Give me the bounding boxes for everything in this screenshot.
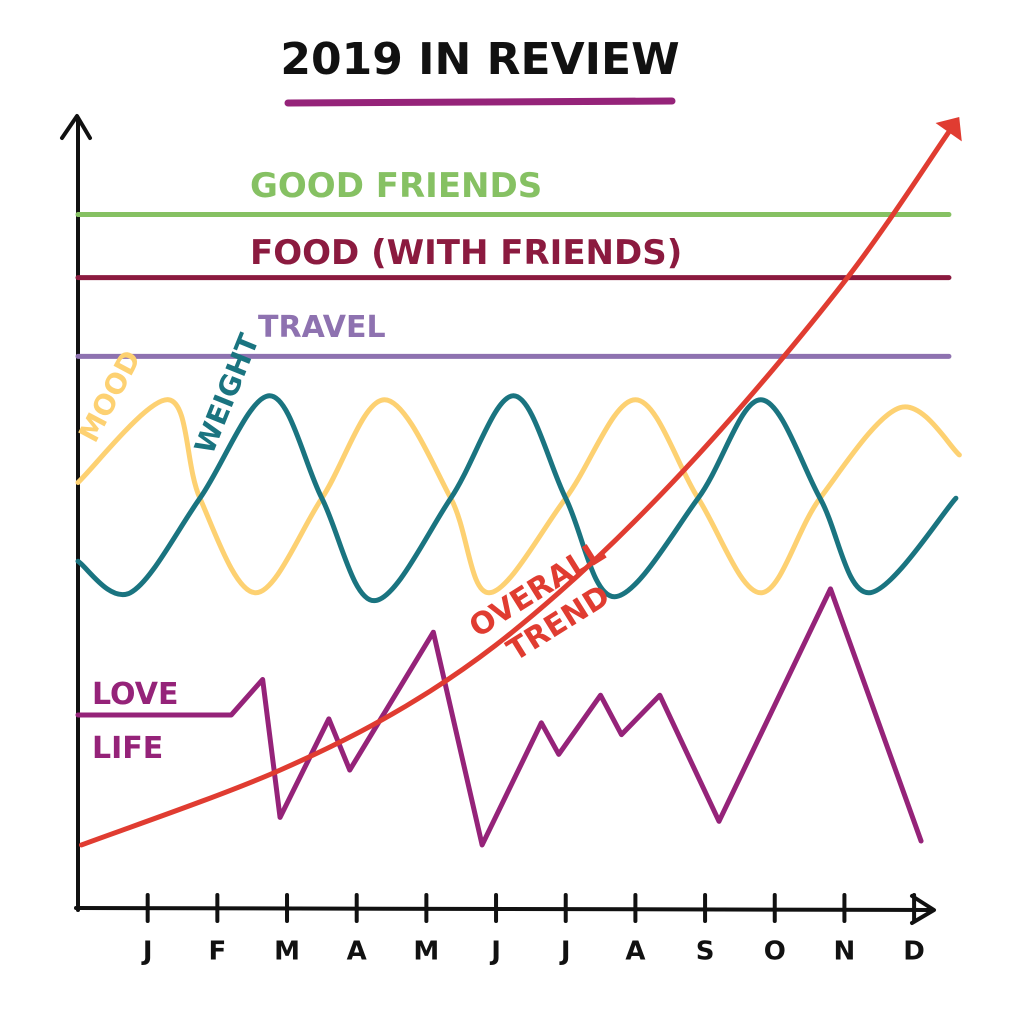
x-tick-label: D <box>903 937 925 967</box>
x-tick-label: J <box>141 937 153 967</box>
x-tick-label: S <box>696 937 715 967</box>
series-line <box>78 129 952 848</box>
x-tick-label: A <box>347 937 367 967</box>
chart-title: 2019 IN REVIEW <box>280 34 679 85</box>
series-line <box>75 586 924 848</box>
x-axis-arrow <box>910 894 936 925</box>
x-tick-label: N <box>834 937 856 967</box>
x-tick-label: M <box>413 937 439 967</box>
series-line <box>75 393 959 604</box>
x-axis <box>74 906 934 912</box>
x-tick-label: J <box>559 937 571 967</box>
title-underline <box>284 97 676 107</box>
series-label: TRAVEL <box>258 310 386 345</box>
trend-arrowhead <box>935 117 962 142</box>
series-label: FOOD (WITH FRIENDS) <box>250 233 683 273</box>
series-label: GOOD FRIENDS <box>250 166 543 206</box>
x-tick-label: M <box>274 937 300 967</box>
x-tick-label: O <box>764 937 786 967</box>
series-label: LOVE LIFE <box>92 677 179 766</box>
x-tick-label: J <box>489 937 501 967</box>
x-tick-label: A <box>625 937 645 967</box>
y-axis-arrow <box>60 114 92 140</box>
x-tick-label: F <box>208 937 226 967</box>
series-line <box>75 397 962 596</box>
